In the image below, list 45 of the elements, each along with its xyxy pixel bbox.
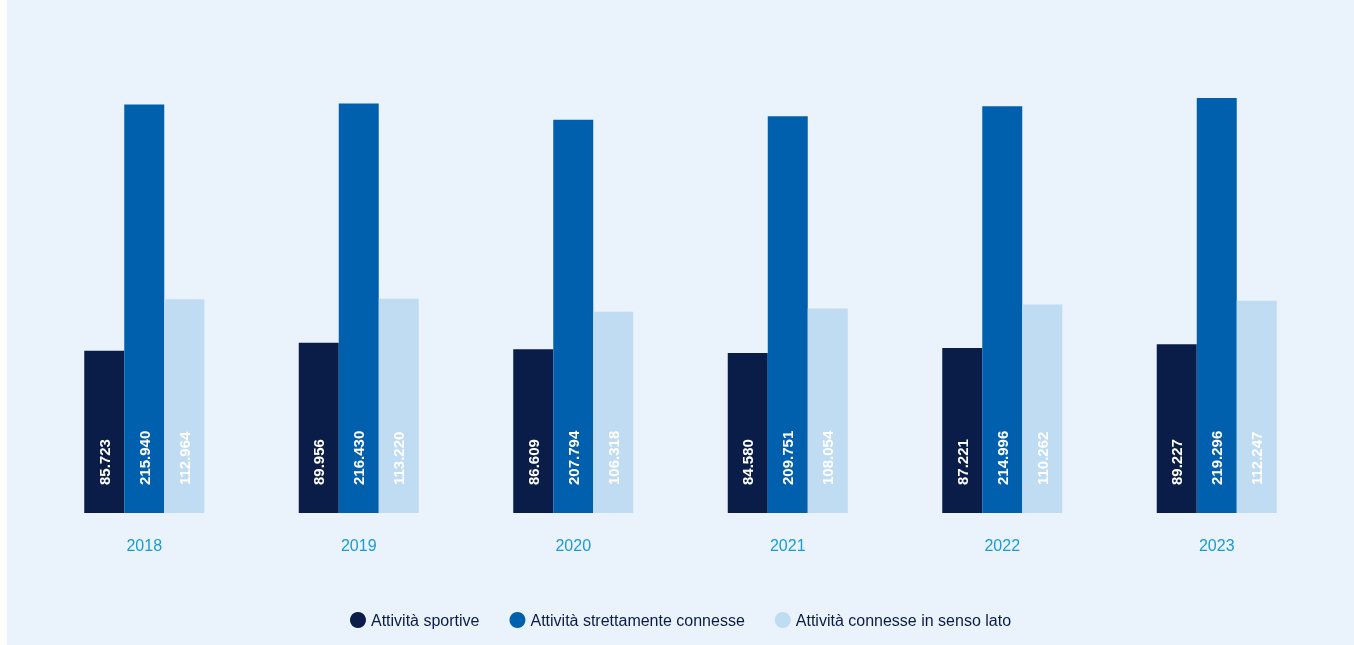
bar (84, 350, 125, 513)
bar (593, 311, 634, 513)
data-label: 110.262 (1033, 431, 1051, 485)
data-label: 113.220 (390, 431, 408, 485)
bar (1196, 98, 1237, 513)
data-label: 87.221 (953, 439, 971, 485)
data-label: 219.296 (1208, 430, 1226, 485)
legend-label: Attività connesse in senso lato (795, 611, 1012, 629)
data-label: 84.580 (739, 439, 757, 485)
bar (298, 342, 339, 513)
x-tick-label: 2020 (555, 536, 592, 554)
x-tick-label: 2018 (126, 536, 163, 554)
bar (767, 116, 808, 513)
data-label: 216.430 (350, 430, 368, 485)
bar (378, 298, 419, 513)
data-label: 112.964 (175, 430, 193, 485)
legend-label: Attività sportive (370, 611, 480, 629)
x-tick-label: 2021 (769, 536, 806, 554)
data-label: 89.956 (310, 439, 328, 485)
bar (1022, 304, 1063, 513)
bar (513, 349, 554, 513)
x-tick-label: 2023 (1198, 536, 1235, 554)
data-label: 86.609 (524, 439, 542, 485)
bar (338, 103, 379, 513)
bar (807, 308, 848, 513)
data-label: 89.227 (1168, 439, 1186, 485)
data-label: 214.996 (993, 430, 1011, 485)
data-label: 215.940 (135, 430, 153, 485)
data-label: 106.318 (604, 430, 622, 485)
bar (1156, 344, 1197, 513)
bar (124, 104, 165, 513)
legend-label: Attività strettamente connesse (530, 611, 745, 629)
bar (553, 119, 594, 513)
data-label: 209.751 (779, 430, 797, 485)
data-label: 207.794 (564, 430, 582, 485)
bar (942, 347, 983, 513)
bar (982, 106, 1023, 513)
x-tick-label: 2022 (984, 536, 1021, 554)
bar (164, 299, 205, 513)
data-label: 85.723 (95, 439, 113, 485)
bar (727, 352, 768, 513)
bar (1236, 300, 1277, 513)
data-label: 112.247 (1248, 431, 1266, 485)
x-tick-label: 2019 (340, 536, 377, 554)
data-label: 108.054 (819, 430, 837, 485)
